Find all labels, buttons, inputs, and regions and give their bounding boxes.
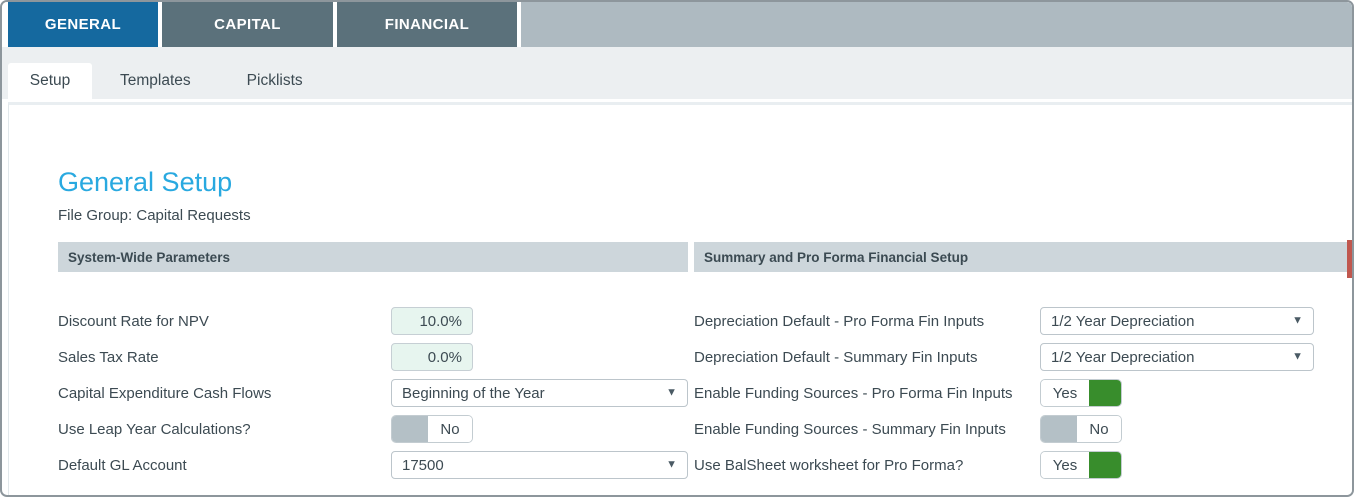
toggle-state-label: Yes xyxy=(1041,452,1089,478)
row-default-gl-account: Default GL Account 17500 ▼ xyxy=(58,447,688,483)
selected-option: 1/2 Year Depreciation xyxy=(1051,312,1195,330)
sales-tax-rate-input[interactable] xyxy=(391,343,473,371)
funding-sources-summary-toggle[interactable]: No xyxy=(1040,415,1122,443)
balsheet-worksheet-toggle[interactable]: Yes xyxy=(1040,451,1122,479)
tab-capital[interactable]: CAPITAL xyxy=(162,2,333,47)
toggle-state-label: No xyxy=(428,416,472,442)
sub-tab-bar: Setup Templates Picklists xyxy=(2,47,1352,99)
toggle-knob xyxy=(1089,452,1121,478)
capex-cash-flows-dropdown[interactable]: Beginning of the Year ▼ xyxy=(391,379,688,407)
depreciation-summary-dropdown[interactable]: 1/2 Year Depreciation ▼ xyxy=(1040,343,1314,371)
file-group-label: File Group: Capital Requests xyxy=(58,207,251,224)
row-funding-sources-summary: Enable Funding Sources - Summary Fin Inp… xyxy=(694,411,1352,447)
funding-sources-proforma-toggle[interactable]: Yes xyxy=(1040,379,1122,407)
tab-financial[interactable]: FINANCIAL xyxy=(337,2,517,47)
main-tab-bar: GENERAL CAPITAL FINANCIAL xyxy=(2,2,1352,47)
content-panel: General Setup File Group: Capital Reques… xyxy=(8,102,1352,495)
subtab-templates[interactable]: Templates xyxy=(120,72,191,89)
leap-year-toggle[interactable]: No xyxy=(391,415,473,443)
row-funding-sources-proforma: Enable Funding Sources - Pro Forma Fin I… xyxy=(694,375,1352,411)
toggle-knob xyxy=(1089,380,1121,406)
settings-panels: System-Wide Parameters Discount Rate for… xyxy=(58,242,1352,483)
page-header: General Setup File Group: Capital Reques… xyxy=(58,167,1352,224)
chevron-down-icon: ▼ xyxy=(666,458,677,471)
chevron-down-icon: ▼ xyxy=(1292,314,1303,327)
field-label: Depreciation Default - Summary Fin Input… xyxy=(694,348,978,366)
panel-summary-proforma-setup: Summary and Pro Forma Financial Setup De… xyxy=(694,242,1352,483)
panel-header-left: System-Wide Parameters xyxy=(58,242,688,272)
toggle-knob xyxy=(392,416,428,442)
row-depreciation-default-proforma: Depreciation Default - Pro Forma Fin Inp… xyxy=(694,303,1352,339)
row-capital-expenditure-cash-flows: Capital Expenditure Cash Flows Beginning… xyxy=(58,375,688,411)
chevron-down-icon: ▼ xyxy=(666,386,677,399)
tab-general[interactable]: GENERAL xyxy=(8,2,158,47)
default-gl-account-dropdown[interactable]: 17500 ▼ xyxy=(391,451,688,479)
subtab-setup[interactable]: Setup xyxy=(8,63,92,99)
panel-system-wide-parameters: System-Wide Parameters Discount Rate for… xyxy=(58,242,688,483)
row-balsheet-worksheet: Use BalSheet worksheet for Pro Forma? Ye… xyxy=(694,447,1352,483)
subtab-picklists[interactable]: Picklists xyxy=(246,72,303,89)
toggle-state-label: Yes xyxy=(1041,380,1089,406)
toggle-state-label: No xyxy=(1077,416,1121,442)
field-label: Depreciation Default - Pro Forma Fin Inp… xyxy=(694,312,985,330)
field-label: Enable Funding Sources - Summary Fin Inp… xyxy=(694,420,1006,438)
field-label: Use Leap Year Calculations? xyxy=(58,420,251,438)
depreciation-proforma-dropdown[interactable]: 1/2 Year Depreciation ▼ xyxy=(1040,307,1314,335)
field-label: Enable Funding Sources - Pro Forma Fin I… xyxy=(694,384,1013,402)
right-rows: Depreciation Default - Pro Forma Fin Inp… xyxy=(694,272,1352,483)
row-depreciation-default-summary: Depreciation Default - Summary Fin Input… xyxy=(694,339,1352,375)
vertical-scrollbar-thumb[interactable] xyxy=(1347,240,1352,278)
chevron-down-icon: ▼ xyxy=(1292,350,1303,363)
selected-option: Beginning of the Year xyxy=(402,384,545,402)
field-label: Default GL Account xyxy=(58,456,187,474)
field-label: Use BalSheet worksheet for Pro Forma? xyxy=(694,456,964,474)
panel-header-right: Summary and Pro Forma Financial Setup xyxy=(694,242,1352,272)
page-title: General Setup xyxy=(58,167,233,197)
discount-rate-input[interactable] xyxy=(391,307,473,335)
left-rows: Discount Rate for NPV Sales Tax Rate Cap… xyxy=(58,272,688,483)
toggle-knob xyxy=(1041,416,1077,442)
selected-option: 1/2 Year Depreciation xyxy=(1051,348,1195,366)
row-leap-year-calculations: Use Leap Year Calculations? No xyxy=(58,411,688,447)
selected-option: 17500 xyxy=(402,456,444,474)
field-label: Sales Tax Rate xyxy=(58,348,159,366)
row-discount-rate-npv: Discount Rate for NPV xyxy=(58,303,688,339)
field-label: Capital Expenditure Cash Flows xyxy=(58,384,272,402)
row-sales-tax-rate: Sales Tax Rate xyxy=(58,339,688,375)
field-label: Discount Rate for NPV xyxy=(58,312,209,330)
tab-bar-filler xyxy=(521,2,1352,47)
